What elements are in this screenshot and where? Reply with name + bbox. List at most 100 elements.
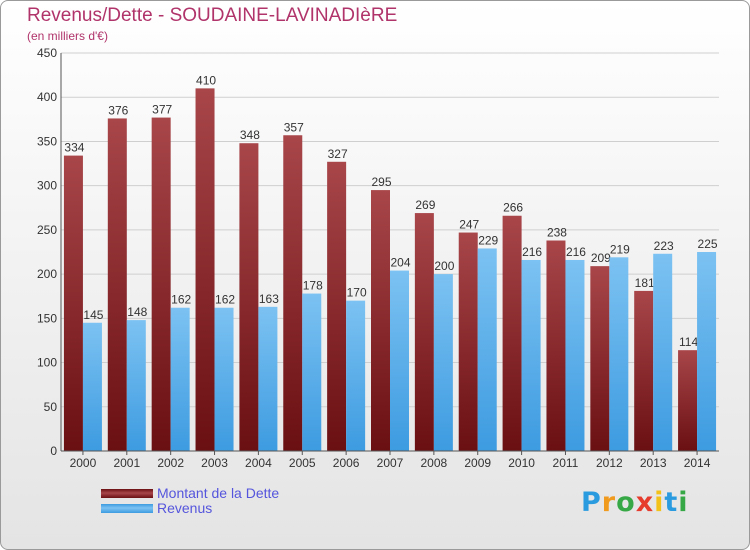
revenue-bar	[653, 253, 673, 451]
debt-bar	[371, 190, 390, 452]
x-tick-label: 2003	[201, 456, 228, 470]
debt-bar	[678, 350, 698, 451]
revenue-value-label: 162	[171, 293, 191, 307]
y-tick-label: 100	[37, 356, 57, 370]
revenue-bar	[609, 257, 629, 451]
y-tick-label: 0	[50, 444, 57, 458]
debt-value-label: 327	[328, 147, 348, 161]
revenue-bar	[258, 306, 278, 451]
debt-value-label: 247	[459, 218, 479, 232]
debt-bar	[502, 215, 522, 451]
y-tick-label: 300	[37, 179, 57, 193]
revenue-bar	[82, 322, 102, 451]
y-tick-label: 450	[37, 46, 57, 60]
debt-bar	[327, 161, 347, 451]
debt-value-label: 114	[679, 335, 698, 349]
brand-logo-letter: r	[601, 487, 617, 518]
chart-subtitle: (en milliers d'€)	[27, 29, 108, 43]
x-tick-label: 2006	[333, 456, 360, 470]
x-tick-label: 2008	[421, 456, 448, 470]
debt-bar	[239, 143, 259, 452]
debt-bar	[195, 88, 215, 451]
debt-value-label: 348	[240, 128, 260, 142]
brand-logo-letter: i	[654, 487, 665, 518]
debt-bar	[283, 135, 303, 451]
x-tick-label: 2002	[157, 456, 184, 470]
debt-value-label: 238	[547, 226, 567, 240]
x-tick-label: 2014	[684, 456, 711, 470]
y-tick-label: 50	[44, 400, 58, 414]
revenue-value-label: 223	[654, 239, 674, 253]
brand-logo-letter: x	[635, 487, 655, 518]
legend-label-debt: Montant de la Dette	[157, 485, 280, 501]
debt-value-label: 410	[196, 73, 216, 87]
legend-swatch-revenue	[101, 504, 153, 513]
brand-logo: Proxiti	[581, 487, 689, 518]
brand-logo-letter: P	[581, 487, 602, 518]
revenue-value-label: 216	[566, 245, 586, 259]
debt-value-label: 295	[371, 175, 391, 189]
revenue-bar	[565, 259, 585, 451]
debt-value-label: 209	[591, 251, 611, 265]
revenue-value-label: 145	[83, 308, 103, 322]
revenue-value-label: 163	[259, 292, 279, 306]
revenue-bar	[477, 248, 497, 451]
debt-value-label: 376	[108, 103, 128, 117]
x-tick-label: 2010	[508, 456, 535, 470]
x-tick-label: 2000	[70, 456, 97, 470]
debt-value-label: 334	[64, 141, 84, 155]
revenue-bar	[390, 270, 409, 451]
debt-bar	[458, 232, 478, 451]
debt-value-label: 266	[503, 201, 523, 215]
y-tick-label: 400	[37, 90, 57, 104]
revenue-bar	[126, 320, 146, 451]
revenue-value-label: 225	[698, 237, 718, 251]
brand-logo-letter: i	[678, 487, 689, 518]
legend-swatch-debt	[101, 489, 153, 498]
debt-value-label: 269	[415, 198, 435, 212]
revenue-bar	[302, 293, 322, 451]
x-tick-label: 2009	[464, 456, 491, 470]
x-tick-label: 2011	[553, 456, 579, 470]
brand-logo-letter: o	[616, 487, 636, 518]
revenue-bar	[214, 307, 234, 451]
y-tick-label: 150	[37, 311, 57, 325]
revenue-bar	[697, 252, 717, 451]
x-tick-label: 2001	[113, 456, 140, 470]
brand-logo-letter: t	[664, 487, 679, 518]
y-tick-label: 250	[37, 223, 57, 237]
debt-bar	[414, 213, 434, 451]
y-tick-label: 350	[37, 134, 57, 148]
revenue-value-label: 216	[522, 245, 542, 259]
revenue-value-label: 229	[478, 233, 498, 247]
debt-bar	[107, 118, 127, 452]
revenue-value-label: 170	[347, 286, 367, 300]
debt-value-label: 377	[152, 103, 172, 117]
revenue-bar	[346, 300, 366, 451]
revenue-value-label: 200	[434, 259, 454, 273]
revenue-bar	[170, 307, 190, 451]
debt-value-label: 181	[635, 276, 655, 290]
x-tick-label: 2007	[377, 456, 404, 470]
revenue-value-label: 162	[215, 293, 235, 307]
debt-bar	[63, 155, 83, 451]
debt-bar	[634, 290, 654, 451]
revenue-bar	[521, 259, 541, 451]
revenue-bar	[433, 274, 453, 451]
debt-value-label: 357	[284, 120, 304, 134]
revenue-value-label: 178	[303, 279, 323, 293]
x-tick-label: 2005	[289, 456, 316, 470]
revenue-value-label: 148	[127, 305, 147, 319]
revenue-value-label: 219	[610, 242, 630, 256]
y-tick-label: 200	[37, 267, 57, 281]
legend-label-revenue: Revenus	[157, 500, 213, 516]
chart-title: Revenus/Dette - SOUDAINE-LAVINADIèRE	[27, 5, 398, 26]
x-tick-label: 2012	[596, 456, 623, 470]
x-tick-label: 2004	[245, 456, 272, 470]
debt-bar	[151, 117, 171, 451]
revenue-value-label: 204	[390, 256, 410, 270]
x-tick-label: 2013	[640, 456, 667, 470]
debt-bar	[546, 240, 566, 451]
